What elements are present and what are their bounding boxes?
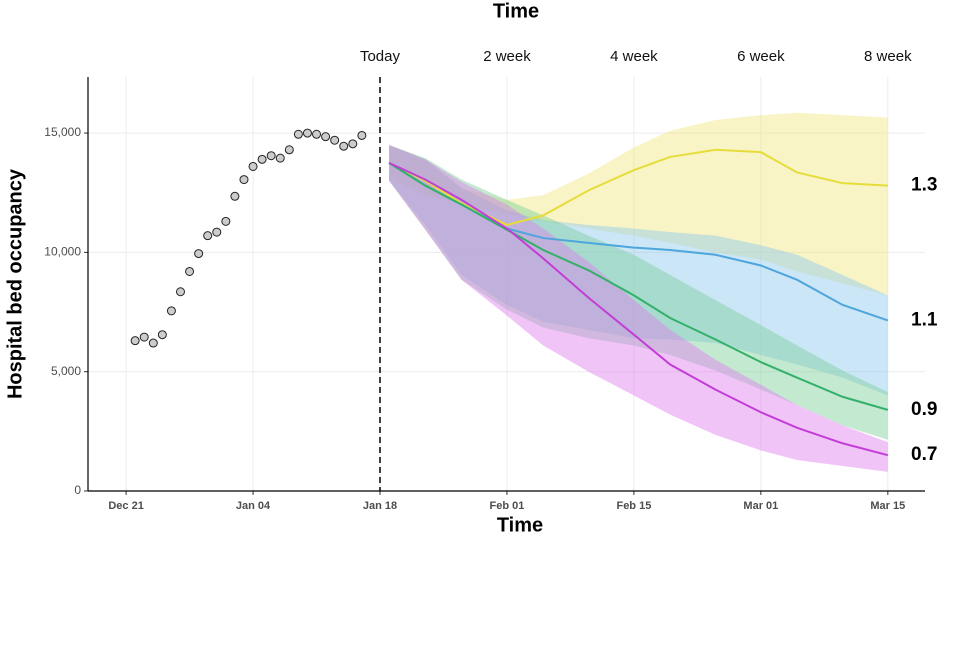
observed-point [312,129,322,139]
observed-point [166,306,176,316]
top-tick-label: 8 week [864,48,912,65]
observed-point [348,139,358,149]
median-line [388,162,889,411]
top-tick-label: 2 week [483,48,531,65]
observed-point [212,227,222,237]
observed-point [293,129,303,139]
uncertainty-band [389,112,888,296]
x-tick-label: Jan 04 [236,500,271,512]
top-tick-label: Today [360,48,401,65]
observed-point [321,132,331,142]
y-tick-label: 0 [74,483,81,497]
uncertainty-band [389,145,888,396]
series-end-label: 1.1 [911,309,938,330]
series-end-label: 1.3 [911,175,937,196]
observed-point [157,330,167,340]
observed-point [357,130,367,140]
observed-point [248,161,258,171]
median-line [388,148,888,227]
x-tick-label: Feb 01 [490,500,525,512]
observed-point [275,153,285,163]
observed-point [284,145,294,155]
observed-point [203,231,213,241]
y-axis-title: Hospital bed occupancy [4,168,26,399]
series-end-label: 0.7 [911,444,937,465]
x-tick-label: Dec 21 [108,500,143,512]
x-tick-label: Mar 15 [870,500,905,512]
x-tick-label: Feb 15 [616,500,651,512]
observed-point [194,249,204,259]
x-tick-label: Mar 01 [743,500,778,512]
observed-point [266,151,276,161]
observed-point [130,336,140,346]
x-axis-title: Time [497,514,543,536]
observed-point [302,128,312,138]
observed-point [185,266,195,276]
observed-point [148,338,158,348]
y-tick-label: 5,000 [51,364,81,378]
observed-point [330,135,340,145]
observed-point [339,141,349,151]
top-tick-label: 6 week [737,48,785,65]
observed-point [257,154,267,164]
top-axis-title: Time [493,0,539,22]
series-end-label: 0.9 [911,399,937,420]
y-tick-label: 15,000 [44,125,81,139]
observed-point [230,191,240,201]
x-tick-label: Jan 18 [363,500,397,512]
observed-point [239,175,249,185]
top-tick-label: 4 week [610,48,658,65]
median-line [388,161,889,457]
y-tick-label: 10,000 [44,245,81,259]
observed-point [175,287,185,297]
uncertainty-band [389,145,888,472]
uncertainty-band [389,145,888,440]
observed-point [139,332,149,342]
observed-point [221,216,231,226]
